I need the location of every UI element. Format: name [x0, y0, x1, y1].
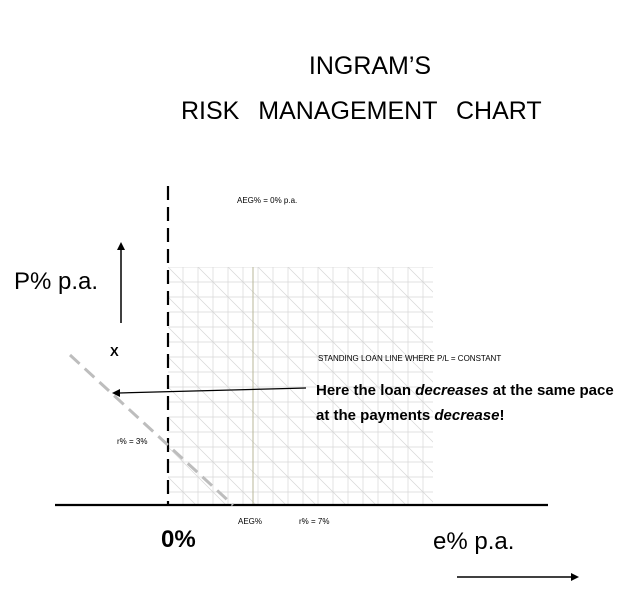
aeg-bottom-label: AEG%	[238, 517, 263, 526]
y-arrow-icon	[117, 242, 125, 323]
chart-title-line2: RISK MANAGEMENT CHART	[181, 97, 542, 125]
y-axis-label: P% p.a.	[14, 268, 99, 295]
x-axis-label: e% p.a.	[433, 528, 515, 555]
r3-dashed-line	[68, 353, 235, 507]
x-arrow-icon	[457, 573, 579, 581]
marker-x-label: X	[110, 344, 119, 359]
aeg-top-label: AEG% = 0% p.a.	[237, 196, 298, 205]
origin-label: 0%	[161, 526, 196, 553]
callout-arrow-icon	[112, 387, 307, 397]
chart-title-line1: INGRAM’S	[308, 52, 432, 80]
r3-label: r% = 3%	[117, 437, 148, 446]
r7-label: r% = 7%	[299, 517, 330, 526]
standing-loan-line-label: STANDING LOAN LINE WHERE P/L = CONSTANT	[318, 354, 502, 363]
callout-text: Here the loan decreases at the same pace…	[316, 382, 614, 424]
chart-grid	[168, 267, 433, 505]
